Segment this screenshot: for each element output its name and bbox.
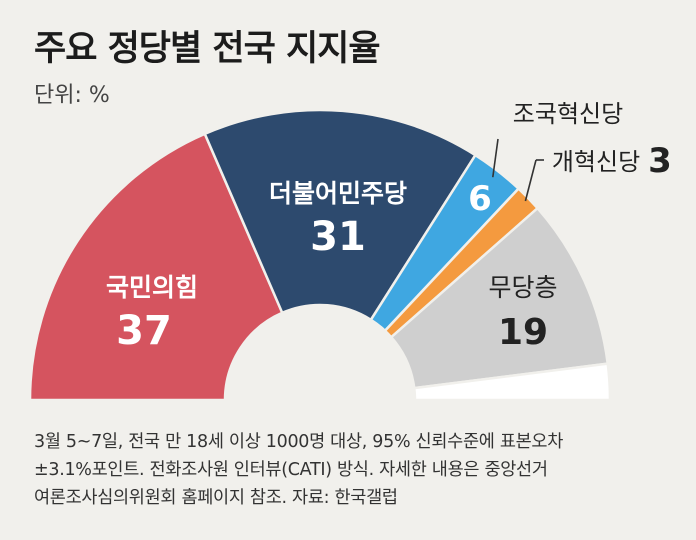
slice-ppp [28,132,284,402]
value-democratic: 31 [310,214,366,260]
footnote: 3월 5~7일, 전국 만 18세 이상 1000명 대상, 95% 신뢰수준에… [34,428,674,512]
value-ppp: 37 [116,308,172,354]
footnote-line: ±3.1%포인트. 전화조사원 인터뷰(CATI) 방식. 자세한 내용은 중앙… [34,460,548,480]
footnote-line: 여론조사심의위원회 홈페이지 참조. 자료: 한국갤럽 [34,488,398,508]
value-reform: 3 [648,141,672,181]
label-ppp-name: 국민의힘 [106,273,198,302]
label-democratic-name: 더불어민주당 [269,179,407,208]
leader-rebuilding-korea [492,138,499,178]
slice-other [412,362,612,402]
label-rebuilding-korea-name: 조국혁신당 [513,100,623,128]
footnote-line: 3월 5~7일, 전국 만 18세 이상 1000명 대상, 95% 신뢰수준에… [34,432,564,452]
slice-independent [389,206,610,390]
value-independent: 19 [498,312,548,353]
label-reform-name: 개혁신당 [552,148,640,176]
leader-reform [524,159,537,202]
slice-democratic [203,108,478,322]
value-rebuilding-korea: 6 [468,179,492,219]
chart-title: 주요 정당별 전국 지지율 [34,29,381,69]
unit-label: 단위: % [34,83,110,108]
label-independent-name: 무당층 [488,273,557,302]
